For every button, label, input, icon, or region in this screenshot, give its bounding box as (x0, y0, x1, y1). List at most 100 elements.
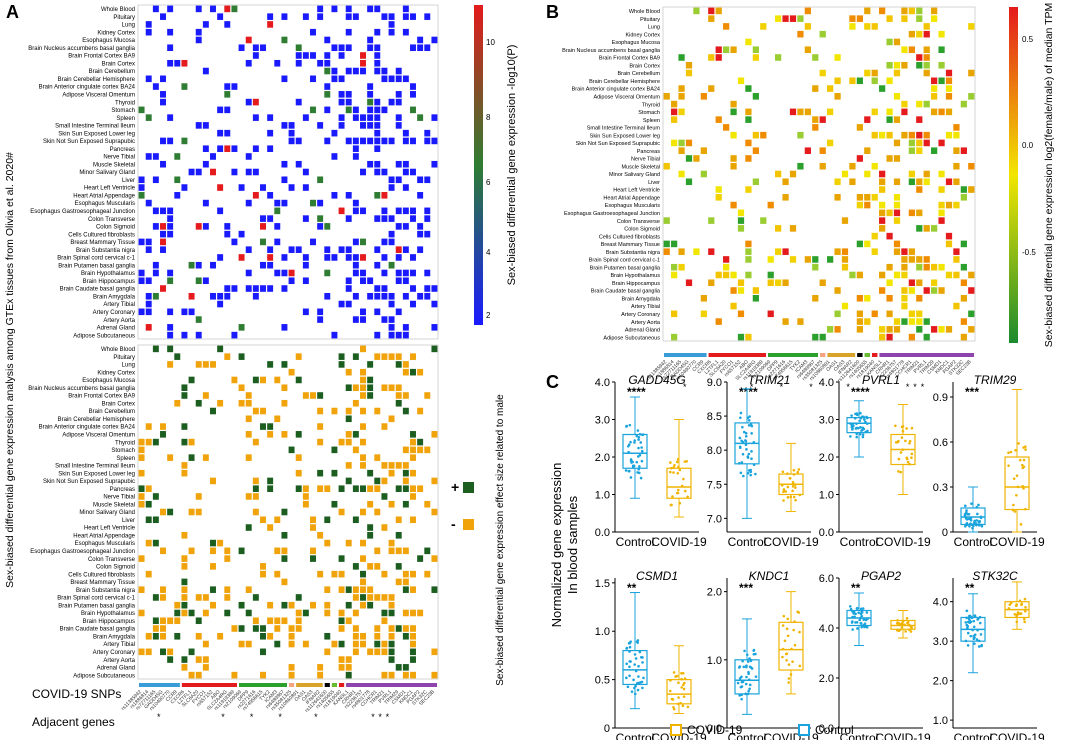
heatmap-a-top-cell (188, 308, 195, 316)
heatmap-a-bottom-cell (281, 508, 288, 516)
heatmap-a-bottom-cell (152, 632, 159, 640)
heatmap-a-bottom-cell (195, 508, 202, 516)
axis-a-gene-label: ABO (210, 689, 222, 701)
boxplot-point (750, 424, 754, 428)
heatmap-b-cell (931, 77, 938, 85)
heatmap-a-top-cell (231, 285, 238, 292)
heatmap-a-bottom-cell (402, 462, 409, 469)
boxplot-point (787, 677, 791, 680)
heatmap-a-top-cell (245, 199, 252, 207)
heatmap-a-top-tissue-label: Liver (122, 178, 135, 184)
heatmap-b-cell (908, 170, 915, 178)
heatmap-a-bottom-cell (167, 617, 174, 625)
heatmap-a-top-cell (252, 98, 259, 106)
boxplot-point (677, 488, 680, 492)
heatmap-b-cell (775, 15, 782, 22)
boxplot-point (860, 429, 863, 432)
heatmap-a-bottom-cell (352, 609, 359, 617)
heatmap-b-cell (864, 116, 871, 123)
heatmap-a-bottom-tissue-label: Spleen (116, 456, 135, 462)
heatmap-a-top-cell (310, 28, 316, 36)
boxplot-point (629, 458, 633, 461)
boxplot-point (747, 678, 751, 681)
heatmap-a-bottom-tissue-label: Heart Left Ventricle (84, 526, 136, 532)
heatmap-a-top-cell (252, 114, 259, 121)
boxplot-point (670, 466, 673, 470)
heatmap-b-tissue-label: Small Intestine Terminal Ileum (587, 126, 661, 132)
heatmap-b-cell (723, 124, 730, 131)
boxplot-point (849, 435, 852, 438)
heatmap-b-cell (685, 155, 693, 162)
heatmap-a-top-cell (388, 331, 395, 339)
heatmap-b-tissue-label: Breast Mammary Tissue (601, 242, 660, 248)
heatmap-b-cell (678, 248, 685, 255)
heatmap-a-bottom-cell (352, 353, 359, 360)
heatmap-a-bottom-cell (181, 423, 188, 430)
heatmap-a-top-cell (331, 75, 338, 83)
heatmap-b-cell (923, 333, 930, 341)
heatmap-b-cell (745, 248, 752, 255)
boxplot-point (741, 452, 745, 456)
boxplot-point (786, 496, 790, 499)
heatmap-b-cell (893, 194, 901, 201)
heatmap-b-cell (752, 131, 759, 139)
heatmap-a-bottom-cell (252, 485, 259, 492)
heatmap-a-bottom-cell (138, 609, 145, 617)
heatmap-a-bottom-cell (374, 632, 381, 640)
heatmap-a-top-cell (352, 13, 359, 20)
heatmap-a-top-cell (324, 106, 331, 114)
heatmap-a-bottom-tissue-label: Esophagus Muscularis (75, 541, 135, 547)
heatmap-a-top-cell (245, 59, 252, 67)
heatmap-a-top-cell (381, 192, 388, 199)
boxplot-point (754, 472, 757, 476)
heatmap-b-cell (938, 287, 945, 294)
heatmap-a-top-cell (202, 67, 209, 75)
boxplot-point (1020, 463, 1024, 467)
boxplot-point (979, 516, 983, 520)
heatmap-b-cell (871, 162, 878, 170)
boxplot-point (628, 674, 631, 678)
heatmap-a-top-cell (231, 5, 238, 13)
heatmap-a-top-cell (252, 285, 259, 292)
boxplot-point (859, 411, 862, 415)
boxplot-point (639, 476, 643, 480)
heatmap-a-bottom-cell (417, 555, 424, 562)
heatmap-a-top-cell (267, 192, 274, 199)
heatmap-a-top-cell (402, 129, 409, 137)
heatmap-a-bottom-tissue-label: Brain Substantia nigra (76, 588, 136, 594)
heatmap-a-bottom-cell (338, 586, 345, 593)
heatmap-a-top-cell (417, 176, 424, 184)
heatmap-a-top-cell (181, 308, 188, 316)
heatmap-a-bottom-cell (145, 500, 152, 508)
heatmap-b-cell (871, 77, 878, 85)
heatmap-a-top-cell (395, 207, 402, 215)
boxplot-point (684, 489, 687, 493)
heatmap-a-top-cell (352, 106, 359, 114)
heatmap-a-bottom-cell (345, 431, 352, 438)
heatmap-a-bottom-cell (245, 454, 252, 461)
heatmap-a-top-cell (181, 137, 188, 145)
heatmap-a-top-cell (367, 160, 374, 168)
boxplot-point (633, 441, 636, 444)
heatmap-a-top-cell (388, 21, 395, 28)
heatmap-b-cell (871, 108, 878, 116)
heatmap-b-cell (856, 326, 863, 333)
heatmap-b-cell (715, 194, 722, 201)
heatmap-a-bottom-cell (317, 469, 324, 477)
legend-a-swatch (463, 519, 474, 530)
heatmap-b-cell (931, 147, 938, 154)
boxplot-point (1019, 612, 1022, 616)
heatmap-a-bottom-cell (381, 384, 388, 392)
heatmap-a-top-cell (310, 106, 316, 114)
boxplot-point (629, 440, 632, 444)
heatmap-b-cell (841, 170, 849, 178)
heatmap-a-top-cell (245, 269, 252, 277)
heatmap-a-bottom-cell (345, 671, 352, 679)
boxplot-point (861, 426, 865, 430)
heatmap-a-bottom-cell (402, 368, 409, 376)
heatmap-b-cell (916, 225, 923, 232)
boxplot-point (737, 461, 741, 465)
heatmap-b-cell (931, 263, 938, 271)
heatmap-b-cell (901, 302, 908, 310)
heatmap-a-bottom-cell (345, 415, 352, 423)
